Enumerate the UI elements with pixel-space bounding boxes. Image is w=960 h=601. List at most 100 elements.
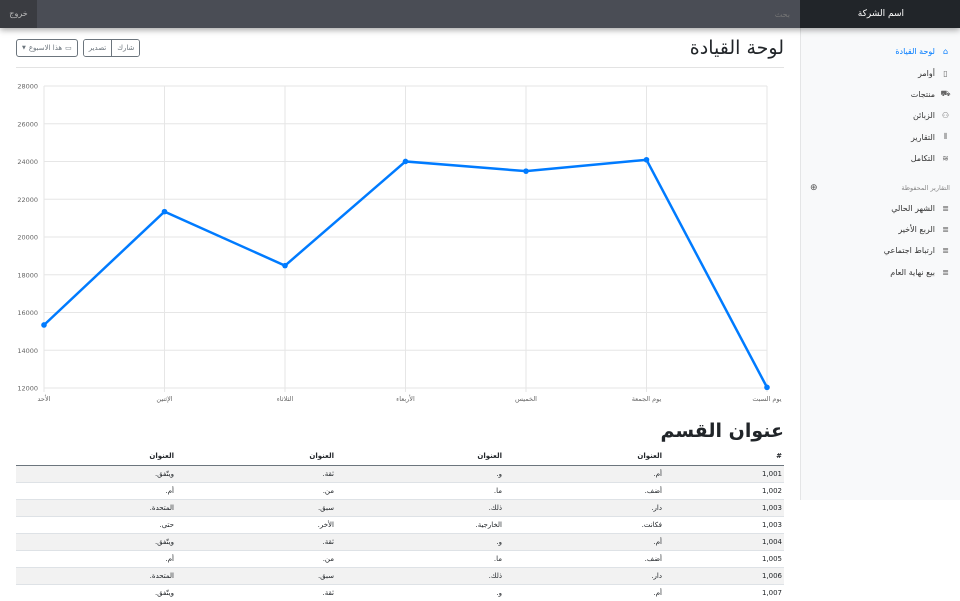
sidebar-item[interactable]: ≣ بيع نهاية العام	[800, 262, 960, 283]
page-title: لوحة القيادة	[689, 36, 784, 59]
table-cell: أم.	[16, 481, 176, 499]
x-tick-label: يوم السبت	[752, 395, 781, 403]
table-cell: الخارجية.	[336, 515, 504, 533]
sidebar-item-label: ارتباط اجتماعي	[883, 246, 935, 256]
file-text-icon: ≣	[942, 203, 949, 213]
saved-reports-heading: التقارير المحفوظة ⊕	[810, 183, 950, 193]
search-input[interactable]	[37, 0, 800, 28]
share-button[interactable]: شارك	[112, 39, 140, 56]
data-point	[282, 262, 288, 269]
data-point	[41, 322, 47, 328]
x-tick-label: الأربعاء	[396, 394, 415, 403]
data-point	[764, 384, 770, 391]
y-tick-label: 20000	[17, 234, 38, 242]
table-cell: و.	[336, 532, 504, 550]
table-row: 1,004 أم. و. ثقة. ويتّفق.	[16, 532, 784, 550]
table-cell: ثقة.	[176, 583, 336, 601]
x-tick-label: الإثنين	[156, 395, 172, 403]
column-header: #	[664, 447, 784, 466]
data-table: # العنوان العنوان العنوان العنوان 1,001 أم. و.…	[16, 447, 784, 601]
table-row: 1,001 أم. و. ثقة. ويتّفق.	[16, 464, 784, 482]
table-cell: 1,003	[664, 515, 784, 533]
table-cell: دار.	[504, 498, 664, 516]
period-dropdown[interactable]: ▭ هذا الاسبوع ▼	[16, 38, 78, 57]
sidebar-item[interactable]: ⛟ منتجات	[800, 84, 960, 105]
sidebar-item[interactable]: ⚇ الزبائن	[800, 105, 960, 126]
data-point	[402, 158, 409, 165]
sidebar-item[interactable]: ▯ أوامر	[800, 62, 960, 83]
data-point	[643, 156, 650, 163]
sidebar-item[interactable]: ≣ الشهر الحالي	[800, 197, 960, 218]
bar-chart-icon: ⫴	[943, 132, 948, 142]
layers-icon: ≋	[942, 154, 949, 164]
sidebar-item-label: التقارير	[910, 132, 935, 142]
table-cell: 1,005	[664, 549, 784, 567]
y-tick-label: 16000	[17, 309, 38, 317]
sidebar: ⌂ لوحة القيادة ▯ أوامر ⛟ منتجات ⚇ الزبائن ⫴ التقا…	[800, 28, 960, 500]
sidebar-item[interactable]: ≋ التكامل	[800, 148, 960, 169]
table-cell: من.	[176, 481, 336, 499]
y-tick-label: 14000	[17, 347, 38, 355]
y-tick-label: 18000	[17, 271, 38, 279]
sidebar-item-label: الربع الأخير	[898, 224, 935, 234]
sidebar-item-label: أوامر	[917, 68, 935, 78]
file-text-icon: ≣	[942, 267, 949, 277]
table-cell: ثقة.	[176, 464, 336, 482]
x-tick-label: يوم الجمعة	[632, 395, 662, 403]
table-cell: ويتّفق.	[16, 583, 176, 601]
y-tick-label: 12000	[17, 385, 38, 393]
main-content: لوحة القيادة شارك تصدير ▭ هذا الاسبوع ▼ …	[16, 28, 784, 601]
table-cell: سبق.	[176, 566, 336, 584]
y-tick-label: 24000	[17, 158, 38, 166]
column-header: العنوان	[336, 447, 504, 466]
y-tick-label: 26000	[17, 120, 38, 128]
table-cell: أضف.	[504, 481, 664, 499]
table-cell: 1,006	[664, 566, 784, 584]
sidebar-item-label: الشهر الحالي	[891, 203, 935, 213]
brand-link[interactable]: اسم الشركة	[800, 0, 960, 28]
table-cell: ما.	[336, 481, 504, 499]
table-cell: 1,001	[664, 464, 784, 482]
table-row: 1,006 دار. ذلك. سبق. المتحدة.	[16, 566, 784, 584]
signout-link[interactable]: خروج	[0, 0, 37, 28]
table-cell: 1,004	[664, 532, 784, 550]
sidebar-item[interactable]: ⌂ لوحة القيادة	[800, 41, 960, 62]
saved-reports-label: التقارير المحفوظة	[901, 184, 950, 193]
section-title: عنوان القسم	[660, 420, 784, 442]
sidebar-item[interactable]: ≣ الربع الأخير	[800, 219, 960, 240]
sidebar-item-label: التكامل	[910, 154, 935, 164]
sidebar-item[interactable]: ⫴ التقارير	[800, 127, 960, 148]
column-header: العنوان	[504, 447, 664, 466]
top-navbar: اسم الشركة خروج	[0, 0, 960, 28]
file-text-icon: ≣	[942, 246, 949, 256]
calendar-icon: ▭	[65, 43, 72, 52]
table-cell: 1,002	[664, 481, 784, 499]
caret-down-icon: ▼	[22, 44, 26, 51]
table-cell: سبق.	[176, 498, 336, 516]
table-row: 1,002 أضف. ما. من. أم.	[16, 481, 784, 499]
table-row: 1,005 أضف. ما. من. أم.	[16, 549, 784, 567]
table-cell: دار.	[504, 566, 664, 584]
table-cell: ما.	[336, 549, 504, 567]
line-chart: 12000 14000 16000 18000 20000 22000 24000 26000…	[17, 83, 781, 404]
table-cell: المتحدة.	[16, 566, 176, 584]
data-point	[523, 168, 529, 174]
shopping-cart-icon: ⛟	[940, 89, 951, 99]
sidebar-item-label: لوحة القيادة	[895, 47, 935, 57]
y-tick-label: 28000	[17, 83, 38, 91]
table-cell: 1,007	[664, 583, 784, 601]
data-point	[161, 208, 168, 215]
column-header: العنوان	[16, 447, 176, 466]
export-button[interactable]: تصدير	[83, 39, 113, 56]
sidebar-item[interactable]: ≣ ارتباط اجتماعي	[800, 240, 960, 261]
x-tick-label: الثلاثاء	[277, 395, 294, 403]
table-cell: ويتّفق.	[16, 464, 176, 482]
table-cell: من.	[176, 549, 336, 567]
plus-circle-icon[interactable]: ⊕	[810, 183, 818, 194]
table-cell: ثقة.	[176, 532, 336, 550]
y-tick-label: 22000	[17, 196, 38, 204]
table-cell: ويتّفق.	[16, 532, 176, 550]
table-cell: و.	[336, 464, 504, 482]
users-icon: ⚇	[941, 111, 950, 121]
table-cell: حتى.	[16, 515, 176, 533]
